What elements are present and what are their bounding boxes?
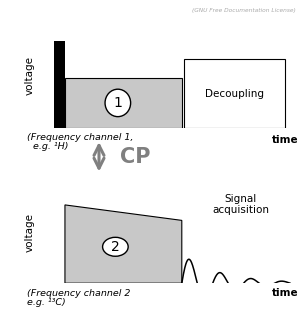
Text: voltage: voltage — [24, 56, 34, 95]
Circle shape — [105, 89, 130, 117]
Text: e.g. ¹H): e.g. ¹H) — [27, 142, 68, 151]
Text: 1: 1 — [113, 96, 122, 110]
Text: (Frequency channel 1,: (Frequency channel 1, — [27, 133, 134, 142]
Text: Decoupling: Decoupling — [205, 89, 264, 99]
Bar — [65, 78, 182, 128]
Text: 2: 2 — [111, 240, 120, 254]
Text: time: time — [272, 135, 298, 145]
Text: time: time — [272, 288, 298, 298]
Bar — [184, 60, 285, 128]
Text: (GNU Free Documentation License): (GNU Free Documentation License) — [192, 8, 296, 13]
Polygon shape — [65, 205, 182, 283]
Text: e.g. ¹³C): e.g. ¹³C) — [27, 298, 66, 307]
Bar — [54, 41, 65, 128]
Text: CP: CP — [120, 147, 151, 167]
Text: acquisition: acquisition — [212, 205, 269, 215]
Circle shape — [103, 237, 128, 256]
Text: Signal: Signal — [225, 195, 257, 204]
Text: voltage: voltage — [24, 213, 34, 252]
Text: (Frequency channel 2: (Frequency channel 2 — [27, 289, 130, 298]
